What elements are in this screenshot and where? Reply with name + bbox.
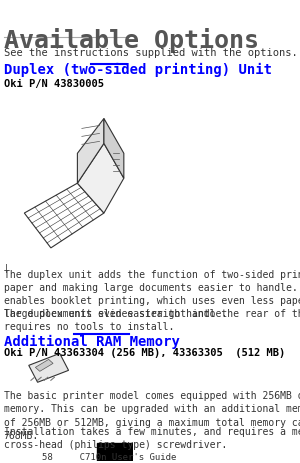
- Text: Installation takes a few minutes, and requires a medium size
cross-head (philips: Installation takes a few minutes, and re…: [4, 426, 300, 449]
- Polygon shape: [104, 119, 124, 179]
- Text: The duplex unit slides straight into the rear of the printer and
requires no too: The duplex unit slides straight into the…: [4, 308, 300, 331]
- Text: |: |: [4, 263, 8, 272]
- Polygon shape: [77, 119, 104, 184]
- Bar: [97, 443, 133, 461]
- Text: The basic printer model comes equipped with 256MB of main
memory. This can be up: The basic printer model comes equipped w…: [4, 390, 300, 440]
- Text: See the instructions supplied with the options.: See the instructions supplied with the o…: [4, 48, 297, 58]
- Text: Oki P/N 43363304 (256 MB), 43363305  (512 MB): Oki P/N 43363304 (256 MB), 43363305 (512…: [4, 348, 285, 358]
- Polygon shape: [35, 360, 53, 371]
- Text: Duplex (two-sided printing) Unit: Duplex (two-sided printing) Unit: [4, 63, 272, 77]
- Polygon shape: [77, 144, 124, 213]
- Polygon shape: [29, 354, 68, 382]
- Text: The duplex unit adds the function of two-sided printing, using less
paper and ma: The duplex unit adds the function of two…: [4, 269, 300, 319]
- Text: 58     C710n User's Guide: 58 C710n User's Guide: [42, 452, 176, 461]
- Text: Oki P/N 43830005: Oki P/N 43830005: [4, 78, 103, 88]
- Text: Additional RAM Memory: Additional RAM Memory: [4, 334, 179, 348]
- Text: Available Options: Available Options: [4, 28, 259, 53]
